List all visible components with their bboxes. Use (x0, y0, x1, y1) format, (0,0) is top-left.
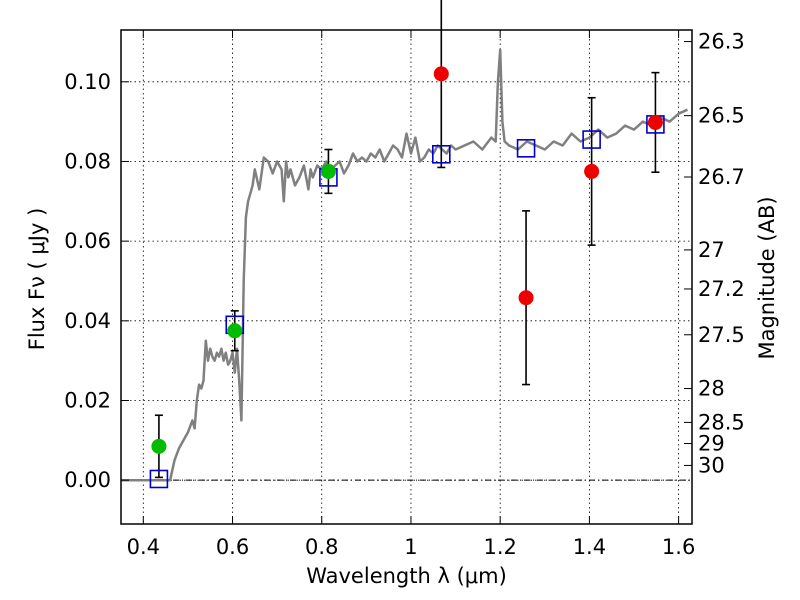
grid-lines (121, 30, 692, 524)
observed-point (151, 438, 167, 454)
y-tick-label: 0.04 (64, 309, 111, 333)
observed-point (584, 163, 600, 179)
model-square-point (149, 469, 169, 489)
y-tick-label: 0.02 (64, 389, 111, 413)
right-tick-label: 26.7 (698, 165, 745, 189)
right-tick-label: 27.2 (698, 277, 745, 301)
y-tick-label: 0.08 (64, 149, 111, 173)
spectrum-line-group (121, 48, 689, 482)
y-axis-right-title: Magnitude (AB) (755, 196, 779, 359)
y-tick-label: 0.00 (64, 468, 111, 492)
observed-point (647, 114, 663, 130)
right-tick-label: 28 (698, 377, 725, 401)
right-tick-label: 27 (698, 238, 725, 262)
x-tick-label: 1 (404, 535, 417, 559)
observed-point (227, 323, 243, 339)
model-square-point (582, 130, 601, 149)
right-tick-label: 27.5 (698, 323, 745, 347)
y-tick-label: 0.10 (64, 70, 111, 94)
x-axis-title: Wavelength λ (μm) (306, 564, 507, 588)
model-square-point (516, 139, 536, 158)
spectrum-line (121, 48, 689, 482)
x-tick-label: 1.2 (483, 535, 516, 559)
plot-frame (120, 29, 693, 525)
right-tick-label: 29 (698, 432, 725, 456)
x-tick-label: 0.4 (127, 535, 160, 559)
axis-ticks: 0.4 0.6 0.8 1 1.2 1.4 1.6 0.00 0.02 0.04 0.06 0.08 0… (64, 30, 745, 559)
x-tick-label: 0.8 (305, 535, 338, 559)
right-tick-label: 30 (698, 453, 725, 477)
observed-point (518, 290, 534, 306)
observed-point (320, 163, 336, 179)
right-tick-label: 26.5 (698, 104, 745, 128)
model-square-point (431, 144, 451, 164)
right-tick-label: 26.3 (698, 30, 745, 54)
error-bars (154, 0, 660, 479)
x-tick-label: 1.4 (573, 535, 606, 559)
right-tick-label: 28.5 (698, 410, 745, 434)
y-axis-title: Flux Fν ( μJy ) (25, 208, 49, 351)
observed-points (151, 66, 663, 454)
x-tick-label: 1.6 (662, 535, 695, 559)
observed-point (433, 66, 449, 82)
y-tick-label: 0.06 (64, 229, 111, 253)
x-tick-label: 0.6 (216, 535, 249, 559)
